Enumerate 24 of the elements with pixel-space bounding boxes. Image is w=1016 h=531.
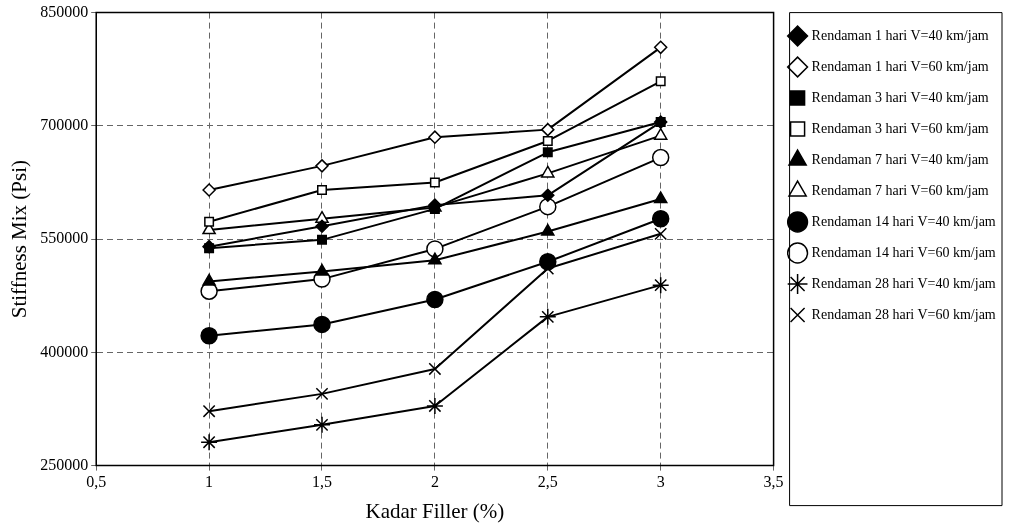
x-tick-label: 3 [656, 473, 665, 491]
y-tick-label: 550000 [40, 229, 89, 247]
legend-label: Rendaman 1 hari V=40 km/jam [811, 27, 989, 43]
x-tick-label: 2 [430, 473, 439, 491]
legend-label: Rendaman 1 hari V=60 km/jam [811, 58, 989, 74]
x-tick-label: 0,5 [86, 473, 107, 491]
x-tick-label: 1,5 [312, 473, 332, 491]
x-tick-label: 2,5 [537, 473, 558, 491]
x-axis-title: Kadar Filler (%) [365, 498, 505, 523]
y-tick-label: 400000 [40, 342, 89, 360]
legend-label: Rendaman 3 hari V=60 km/jam [811, 120, 989, 136]
x-tick-label: 1 [205, 473, 214, 491]
legend-label: Rendaman 14 hari V=40 km/jam [811, 213, 996, 229]
y-axis-title: Stiffness Mix (Psi) [7, 159, 32, 319]
y-tick-label: 850000 [40, 2, 89, 20]
legend-label: Rendaman 28 hari V=40 km/jam [811, 275, 996, 291]
y-tick-label: 700000 [40, 116, 89, 134]
legend-label: Rendaman 7 hari V=40 km/jam [811, 151, 989, 167]
legend-label: Rendaman 7 hari V=60 km/jam [811, 182, 989, 198]
x-tick-label: 3,5 [763, 473, 784, 491]
y-tick-label: 250000 [40, 455, 89, 473]
legend-label: Rendaman 14 hari V=60 km/jam [811, 244, 996, 260]
legend-label: Rendaman 28 hari V=60 km/jam [811, 306, 996, 322]
legend-label: Rendaman 3 hari V=40 km/jam [811, 89, 989, 105]
